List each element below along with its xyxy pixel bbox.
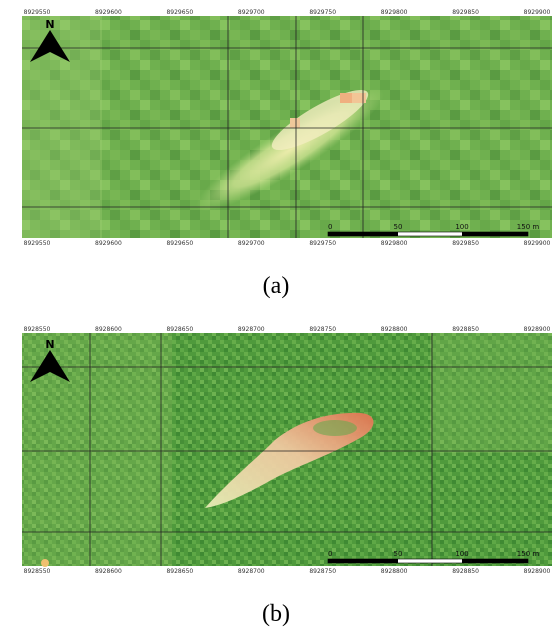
coord-label: 8928650 — [166, 568, 193, 575]
scale-label: 150 m — [517, 223, 540, 231]
coord-label: 8928700 — [238, 568, 265, 575]
scale-bar — [462, 232, 528, 236]
scale-label: 0 — [328, 223, 332, 231]
coord-label: 8929550 — [24, 9, 51, 16]
coord-label: 8928800 — [381, 568, 408, 575]
coord-label: 8929850 — [452, 240, 479, 247]
coord-label: 8929650 — [166, 9, 193, 16]
scale-bar — [328, 559, 398, 563]
north-label: N — [45, 18, 54, 31]
coord-label: 8928700 — [238, 326, 265, 333]
coord-label: 8929750 — [309, 240, 336, 247]
map-b — [22, 333, 552, 567]
scale-label: 100 — [455, 223, 468, 231]
coord-label: 8929600 — [95, 240, 122, 247]
coord-label: 8928550 — [24, 568, 51, 575]
scale-bar — [328, 232, 398, 236]
coord-label: 8929900 — [524, 240, 551, 247]
coord-label: 8928900 — [524, 568, 551, 575]
coord-label: 8929600 — [95, 9, 122, 16]
coord-label: 8928650 — [166, 326, 193, 333]
coord-label: 8929700 — [238, 240, 265, 247]
scale-label: 50 — [394, 550, 403, 558]
coord-label: 8929550 — [24, 240, 51, 247]
coord-label: 8928750 — [309, 326, 336, 333]
coord-label: 8929700 — [238, 9, 265, 16]
coord-label: 8928800 — [381, 326, 408, 333]
coord-label: 8929800 — [381, 9, 408, 16]
caption: (a) — [263, 273, 290, 299]
coord-label: 8928600 — [95, 568, 122, 575]
coord-label: 8928900 — [524, 326, 551, 333]
coord-label: 8928750 — [309, 568, 336, 575]
coord-label: 8928850 — [452, 568, 479, 575]
scale-label: 150 m — [517, 550, 540, 558]
coord-label: 8929900 — [524, 9, 551, 16]
coord-label: 8929850 — [452, 9, 479, 16]
scale-label: 0 — [328, 550, 332, 558]
coord-label: 8929750 — [309, 9, 336, 16]
scale-label: 50 — [394, 223, 403, 231]
scale-bar — [462, 559, 528, 563]
coord-label: 8928600 — [95, 326, 122, 333]
coord-label: 8928850 — [452, 326, 479, 333]
coord-label: 8929800 — [381, 240, 408, 247]
north-label: N — [45, 338, 54, 351]
coord-label: 8928550 — [24, 326, 51, 333]
map-a — [22, 16, 552, 238]
caption: (b) — [262, 601, 290, 627]
scale-label: 100 — [455, 550, 468, 558]
coord-label: 8929650 — [166, 240, 193, 247]
